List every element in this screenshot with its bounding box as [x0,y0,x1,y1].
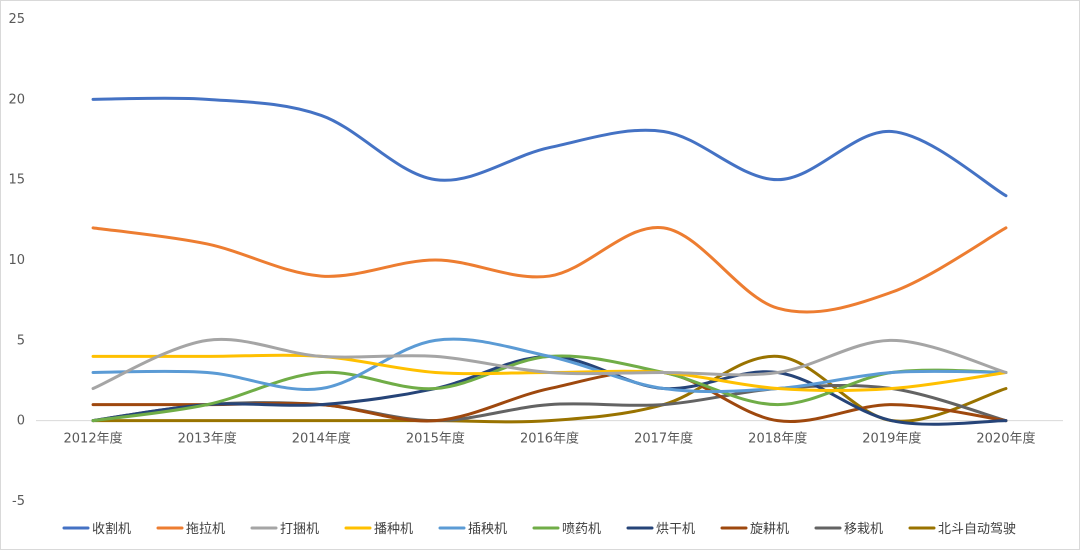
legend-label: 拖拉机 [186,522,225,537]
x-tick-label: 2020年度 [976,431,1035,447]
legend-item: 喷药机 [532,522,601,537]
legend-item: 播种机 [344,522,413,537]
legend-item: 打捆机 [250,522,319,537]
legend-label: 北斗自动驾驶 [938,522,1016,537]
x-tick-label: 2012年度 [64,431,123,447]
legend-label: 收割机 [92,521,131,537]
x-tick-label: 2017年度 [634,431,693,447]
x-tick-label: 2018年度 [748,431,807,447]
legend-item: 北斗自动驾驶 [908,522,1016,537]
y-tick-label: 0 [17,414,25,429]
legend-label: 播种机 [374,522,413,537]
legend-item: 移栽机 [814,521,883,537]
series-line [91,226,1008,314]
legend-item: 拖拉机 [156,522,225,537]
y-tick-label: 25 [8,12,25,27]
x-tick-label: 2014年度 [292,431,351,447]
legend-label: 打捆机 [280,522,319,537]
y-tick-label: -5 [12,494,25,509]
y-tick-label: 15 [8,173,25,188]
legend-item: 旋耕机 [720,521,789,537]
series-line [91,96,1008,198]
series-line [91,337,1008,394]
legend-label: 插秧机 [468,522,507,537]
legend-label: 旋耕机 [750,521,789,537]
y-axis-ticks: -5 0 5 10 15 20 25 [8,12,25,509]
y-tick-label: 5 [17,333,25,348]
series-line [91,337,1008,391]
x-tick-label: 2015年度 [406,431,465,447]
y-tick-label: 10 [8,253,25,268]
x-tick-label: 2013年度 [178,431,237,447]
legend-label: 移栽机 [844,521,883,537]
x-tick-label: 2019年度 [862,431,921,447]
legend-item: 插秧机 [438,522,507,537]
legend-item: 收割机 [62,521,131,537]
legend-label: 烘干机 [656,522,695,537]
x-axis-ticks: 2012年度 2013年度 2014年度 2015年度 2016年度 2017年度 2018… [64,431,1036,447]
legend-label: 喷药机 [562,522,601,537]
y-tick-label: 20 [8,92,25,107]
legend: 收割机 拖拉机 打捆机 播种机 插秧机 喷药机 烘干机 旋耕机 移栽机 北斗自动驾驶 [62,521,1016,537]
x-tick-label: 2016年度 [520,431,579,447]
series-lines [91,96,1008,426]
legend-item: 烘干机 [626,522,695,537]
